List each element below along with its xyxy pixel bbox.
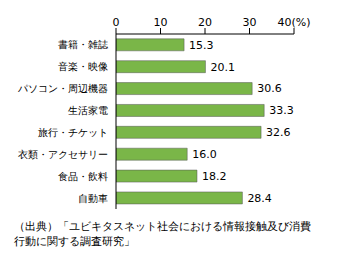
svg-text:20: 20 <box>198 16 212 29</box>
svg-text:33.3: 33.3 <box>269 104 294 117</box>
svg-text:旅行・チケット: 旅行・チケット <box>38 127 108 138</box>
svg-text:18.2: 18.2 <box>202 170 227 183</box>
svg-text:28.4: 28.4 <box>247 192 272 205</box>
html-text:（出典）「ユビキタスネット社会における情報接触及び消費行動に: （出典）「ユビキタスネット社会における情報接触及び消費行動に関する調査研究」 <box>14 220 311 248</box>
svg-text:32.6: 32.6 <box>266 126 291 139</box>
svg-text:書籍・雑誌: 書籍・雑誌 <box>58 39 108 50</box>
svg-text:30: 30 <box>243 16 257 29</box>
svg-text:30.6: 30.6 <box>257 82 282 95</box>
svg-text:40(%): 40(%) <box>277 16 310 29</box>
svg-text:16.0: 16.0 <box>192 148 217 161</box>
svg-text:10: 10 <box>154 16 168 29</box>
svg-text:衣類・アクセサリー: 衣類・アクセサリー <box>18 149 108 160</box>
svg-text:20.1: 20.1 <box>210 61 235 74</box>
svg-text:音楽・映像: 音楽・映像 <box>58 61 108 72</box>
svg-text:食品・飲料: 食品・飲料 <box>58 171 108 182</box>
svg-text:自動車: 自動車 <box>78 193 108 204</box>
svg-text:0: 0 <box>113 16 120 29</box>
svg-text:15.3: 15.3 <box>189 39 214 52</box>
svg-text:生活家電: 生活家電 <box>68 105 108 116</box>
svg-text:パソコン・周辺機器: パソコン・周辺機器 <box>17 83 108 94</box>
